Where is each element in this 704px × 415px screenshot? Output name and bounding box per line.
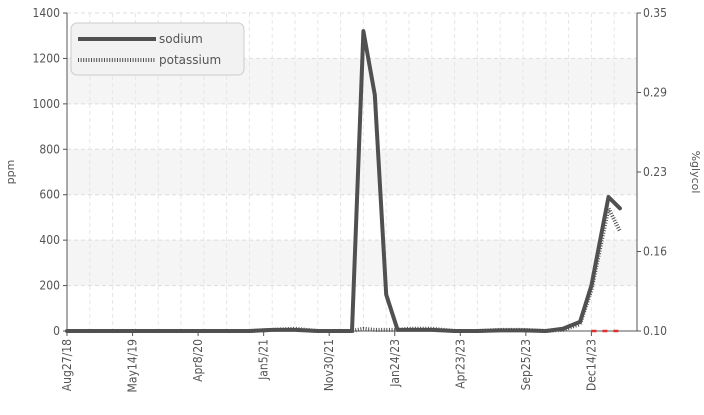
series-lines	[65, 29, 622, 333]
y-tick-label: 1200	[33, 51, 61, 65]
x-tick-labels: Aug27/18 May14/19 Apr8/20 Jan5/21 Nov30/21 Ja…	[60, 331, 598, 392]
y-tick-label: 0	[53, 324, 60, 338]
y-tick-label: 1400	[33, 6, 61, 20]
x-tick-label: Nov30/21	[322, 339, 336, 391]
y2-tick-label: 0.23	[643, 165, 667, 179]
legend: sodium potassium	[70, 22, 245, 76]
x-tick-label: Apr23/23	[453, 339, 467, 389]
x-tick-label: Apr8/20	[191, 339, 205, 382]
y-tick-labels: 0 200 400 600 800 1000 1200 1400	[33, 6, 67, 338]
plot-band	[67, 149, 637, 195]
y-tick-label: 600	[39, 188, 60, 202]
y-tick-label: 400	[39, 233, 60, 247]
y2-axis-title: %glycol	[689, 151, 702, 194]
legend-label-sodium: sodium	[159, 32, 203, 46]
y2-tick-labels: 0.10 0.16 0.23 0.29 0.35	[637, 6, 667, 338]
legend-label-potassium: potassium	[159, 53, 221, 67]
x-tick-label: Sep25/23	[519, 339, 533, 390]
x-tick-label: Aug27/18	[60, 339, 74, 391]
legend-box	[70, 22, 245, 76]
plot-bands	[67, 58, 637, 286]
x-tick-label: Dec14/23	[584, 339, 598, 391]
x-tick-label: Jan5/21	[257, 339, 271, 381]
x-tick-label: Jan24/23	[388, 339, 402, 388]
y2-tick-label: 0.10	[643, 324, 667, 338]
series-line-potassium	[67, 206, 622, 333]
y-axis-title: ppm	[4, 160, 17, 185]
plot-band	[67, 240, 637, 286]
x-tick-label: May14/19	[126, 339, 140, 393]
y-tick-label: 800	[39, 142, 60, 156]
y2-tick-label: 0.16	[643, 245, 667, 259]
y-tick-label: 1000	[33, 97, 61, 111]
y-tick-label: 200	[39, 279, 60, 293]
y2-tick-label: 0.35	[643, 6, 667, 20]
y2-tick-label: 0.29	[643, 86, 667, 100]
